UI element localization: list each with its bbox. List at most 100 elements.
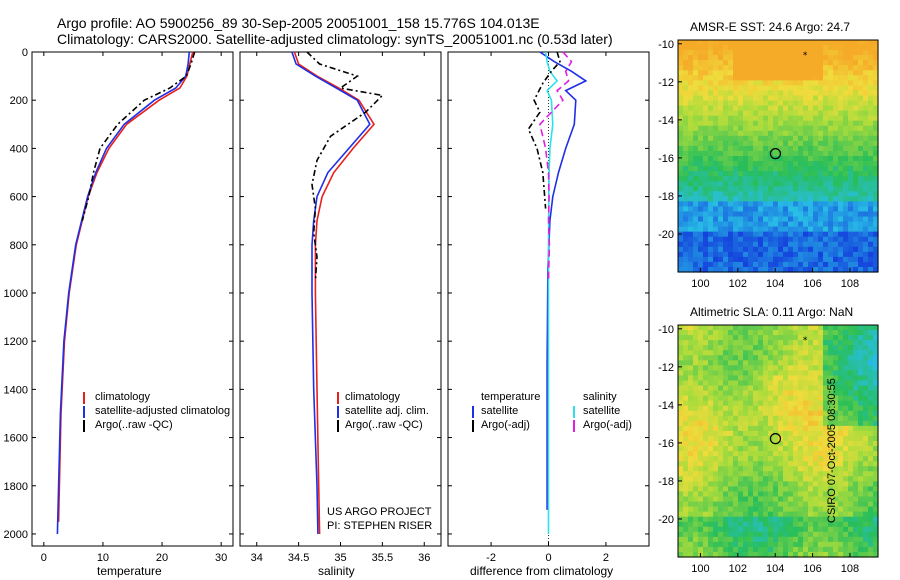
- map-cell: [758, 50, 764, 56]
- map-cell: [678, 166, 684, 172]
- map-cell: [833, 466, 839, 472]
- map-cell: [738, 435, 744, 442]
- map-cell: [818, 390, 824, 397]
- map-cell: [823, 181, 829, 187]
- map-cell: [793, 246, 799, 253]
- map-cell: [863, 236, 869, 243]
- map-cell: [848, 261, 854, 268]
- map-cell: [808, 486, 814, 493]
- map-cell: [748, 325, 754, 331]
- map-cell: [748, 226, 754, 233]
- map-cell: [828, 536, 834, 543]
- map-cell: [828, 516, 834, 523]
- map-cell: [713, 526, 719, 533]
- map-cell: [763, 446, 769, 452]
- map-cell: [833, 415, 839, 422]
- map-cell: [853, 395, 859, 402]
- map-cell: [743, 216, 749, 223]
- map-cell: [868, 355, 874, 361]
- map-cell: [773, 481, 779, 487]
- map-cell: [853, 481, 859, 487]
- map-cell: [693, 536, 699, 543]
- map-cell: [858, 65, 864, 71]
- map-cell: [833, 491, 839, 498]
- map-cell: [703, 350, 709, 356]
- map-cell: [708, 156, 714, 162]
- map-cell: [733, 405, 739, 412]
- map-cell: [788, 471, 794, 477]
- map-cell: [768, 536, 774, 543]
- map-cell: [748, 345, 754, 351]
- map-cell: [803, 55, 809, 61]
- map-cell: [803, 241, 809, 248]
- map-cell: [828, 236, 834, 243]
- map-cell: [858, 206, 864, 213]
- sal-xtick-label: 36: [418, 552, 430, 564]
- map-cell: [803, 171, 809, 177]
- map-cell: [713, 236, 719, 243]
- map-cell: [823, 161, 829, 167]
- map-cell: [738, 221, 744, 228]
- map-cell: [718, 105, 724, 112]
- map-cell: [798, 95, 804, 102]
- map-cell: [828, 115, 834, 122]
- map-cell: [763, 206, 769, 213]
- map-cell: [868, 125, 874, 132]
- map-cell: [863, 375, 869, 382]
- map-cell: [773, 60, 779, 66]
- map-cell: [868, 340, 874, 346]
- map-cell: [833, 110, 839, 117]
- map-cell: [708, 206, 714, 213]
- map-cell: [718, 125, 724, 132]
- map-cell: [843, 140, 849, 147]
- map-cell: [708, 60, 714, 66]
- map-cell: [758, 211, 764, 218]
- map-cell: [678, 370, 684, 377]
- map-cell: [773, 110, 779, 117]
- map-cell: [753, 541, 759, 548]
- map-xtick-label: 104: [766, 563, 784, 575]
- map-cell: [753, 231, 759, 238]
- map-cell: [858, 176, 864, 182]
- map-cell: [778, 496, 784, 503]
- map-cell: [863, 156, 869, 162]
- map-cell: [688, 135, 694, 142]
- map-cell: [838, 105, 844, 112]
- map-cell: [858, 150, 864, 157]
- map-cell: [868, 236, 874, 243]
- difference-legend-s-satellite: satellite: [583, 405, 621, 417]
- map-cell: [853, 435, 859, 442]
- map-cell: [698, 216, 704, 223]
- map-cell: [838, 400, 844, 407]
- map-cell: [858, 330, 864, 336]
- map-cell: [738, 340, 744, 346]
- map-cell: [723, 476, 729, 482]
- map-cell: [698, 446, 704, 452]
- map-cell: [708, 456, 714, 462]
- map-cell: [798, 516, 804, 523]
- map-cell: [793, 375, 799, 382]
- map-cell: [823, 491, 829, 498]
- map-cell: [718, 420, 724, 427]
- map-cell: [808, 80, 814, 86]
- map-cell: [783, 536, 789, 543]
- map-cell: [858, 420, 864, 427]
- map-cell: [818, 491, 824, 498]
- map-cell: [713, 370, 719, 377]
- map-cell: [713, 345, 719, 351]
- map-cell: [858, 236, 864, 243]
- map-cell: [748, 441, 754, 447]
- map-cell: [818, 135, 824, 142]
- map-cell: [738, 171, 744, 177]
- map-cell: [778, 70, 784, 76]
- map-cell: [828, 425, 834, 432]
- map-cell: [803, 236, 809, 243]
- map-cell: [783, 380, 789, 387]
- map-cell: [773, 380, 779, 387]
- map-cell: [808, 546, 814, 553]
- map-cell: [868, 390, 874, 397]
- map-cell: [683, 325, 689, 331]
- map-cell: [848, 531, 854, 538]
- map-cell: [843, 380, 849, 387]
- map-cell: [698, 191, 704, 197]
